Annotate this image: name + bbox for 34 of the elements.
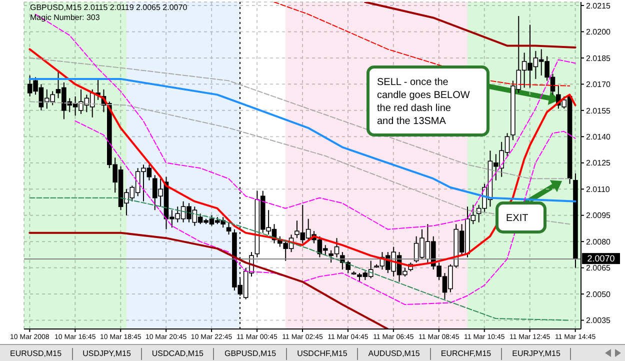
line-series <box>29 197 570 321</box>
y-tick-label: 2.0035 <box>586 316 612 326</box>
y-tick-label: 2.0110 <box>586 184 610 194</box>
text: USDJPY,M15 <box>72 348 142 360</box>
text: USDCAD,M15 <box>142 348 214 360</box>
y-tick-label: 2.0080 <box>586 237 612 246</box>
y-tick-label: 2.0185 <box>586 54 612 63</box>
text: GBPUSD,M15 <box>214 348 288 360</box>
y-tick-label: 2.0170 <box>586 80 612 90</box>
text: USDCHF,M15 <box>287 348 358 360</box>
y-tick-label: 2.0095 <box>586 211 612 220</box>
text: EURUSD,M15 <box>0 348 73 360</box>
text: AUDUSD,M15 <box>358 348 431 360</box>
line-series <box>364 2 576 48</box>
line-series <box>28 48 576 268</box>
annotation: SELL - once the candle goes BELOW the red dash line and the 13SMA <box>377 77 470 127</box>
candlestick <box>346 260 351 274</box>
line-series <box>28 232 389 329</box>
candlestick <box>226 222 232 236</box>
y-tick-label: 2.0050 <box>586 290 612 299</box>
chart-title: GBPUSD,M15 2.0115 2.0119 2.0065 2.0070 <box>30 3 188 12</box>
text: EURJPY,M15 <box>502 348 572 360</box>
line-series <box>28 78 576 202</box>
text: EURCHF,M15 <box>430 348 502 360</box>
y-tick-label: 2.0155 <box>586 106 612 116</box>
line-series <box>29 57 570 180</box>
annotation: EXIT <box>506 213 528 224</box>
line-series <box>29 101 570 225</box>
y-tick-label: 2.0125 <box>586 158 612 168</box>
ref-line-label: 2.0070 <box>587 254 615 264</box>
y-tick-label: 2.0065 <box>586 264 612 273</box>
y-tick-label: 2.0215 <box>586 1 612 10</box>
y-tick-label: 2.0200 <box>586 28 612 37</box>
y-tick-label: 2.0140 <box>586 132 612 142</box>
